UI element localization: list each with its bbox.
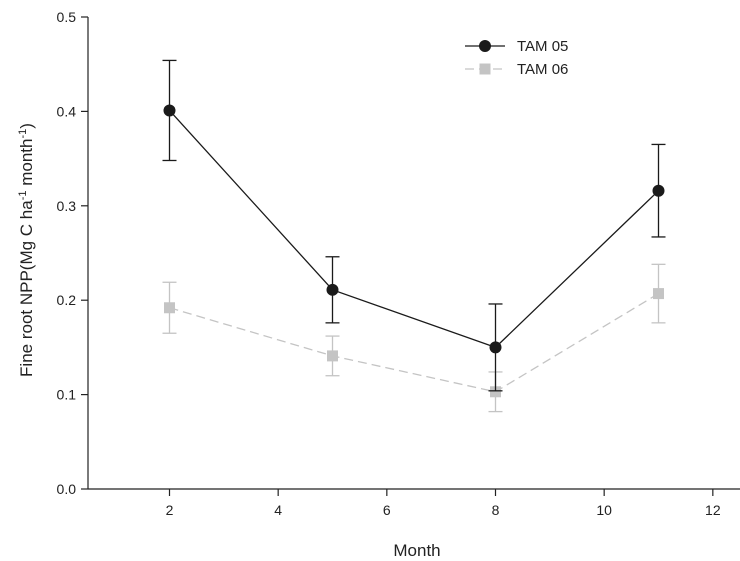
y-axis-label: Fine root NPP(Mg C ha-1 month-1) <box>17 123 36 377</box>
legend-item-tam-06: TAM 06 <box>465 61 568 78</box>
series-tam-06 <box>162 263 666 413</box>
x-tick-label: 2 <box>166 502 174 518</box>
y-tick-label: 0.0 <box>57 481 77 497</box>
x-tick-label: 6 <box>383 502 391 518</box>
y-axis-label-prefix: Fine root NPP(Mg C ha <box>17 200 36 377</box>
series-layer <box>162 59 666 413</box>
legend-marker <box>479 63 491 75</box>
y-tick-label: 0.4 <box>57 103 77 119</box>
legend-label: TAM 05 <box>517 38 568 55</box>
y-tick-label: 0.1 <box>57 387 77 403</box>
x-tick-label: 12 <box>705 502 721 518</box>
series-line <box>169 293 659 393</box>
data-point <box>489 341 502 354</box>
data-point <box>490 386 501 398</box>
x-axis-label: Month <box>393 541 440 560</box>
y-tick-label: 0.3 <box>57 198 77 214</box>
axes: 0.0 0.1 0.2 0.3 0.4 0.5 2 4 6 8 10 12 <box>57 9 740 518</box>
x-tick-label: 4 <box>274 502 282 518</box>
y-axis-label-sup2: -1 <box>17 129 29 139</box>
series-line <box>169 110 659 349</box>
legend: TAM 05 TAM 06 <box>465 38 568 78</box>
y-axis-label-sup1: -1 <box>17 190 29 200</box>
data-point <box>163 104 176 117</box>
data-point <box>327 350 338 362</box>
data-point <box>164 302 175 314</box>
legend-item-tam-05: TAM 05 <box>465 38 568 55</box>
data-point <box>652 184 665 197</box>
series-tam-05 <box>162 59 666 392</box>
y-tick-label: 0.5 <box>57 9 77 25</box>
legend-marker <box>479 40 491 52</box>
legend-label: TAM 06 <box>517 61 568 78</box>
data-point <box>653 288 664 300</box>
x-tick-label: 8 <box>492 502 500 518</box>
x-tick-label: 10 <box>596 502 612 518</box>
data-point <box>326 283 339 296</box>
y-axis-label-suffix: ) <box>17 123 36 129</box>
y-tick-label: 0.2 <box>57 292 77 308</box>
y-axis-label-mid: month <box>17 139 36 191</box>
